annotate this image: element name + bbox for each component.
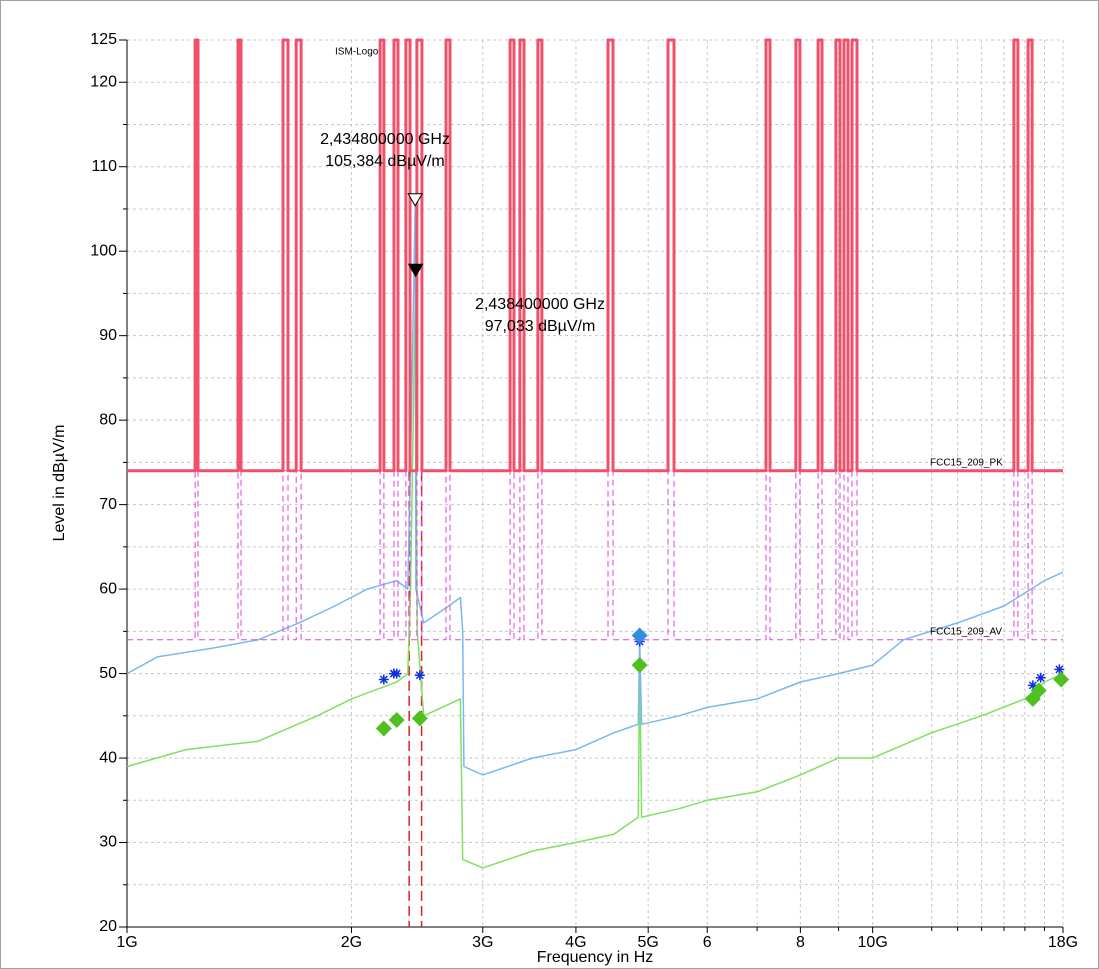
asterisk-point — [391, 668, 402, 679]
y-tick-label: 20 — [99, 918, 117, 935]
x-tick-label: 2G — [341, 934, 362, 951]
peak-marker — [407, 263, 424, 278]
x-tick-label: 18G — [1048, 934, 1078, 951]
limit-label: FCC15_209_PK — [930, 457, 1003, 468]
x-tick-label: 10G — [858, 934, 888, 951]
y-tick-label: 125 — [90, 31, 117, 48]
asterisk-point — [1054, 664, 1065, 675]
diamond-point — [388, 712, 405, 729]
y-tick-label: 90 — [99, 327, 117, 344]
x-tick-label: 8 — [796, 934, 805, 951]
y-tick-label: 40 — [99, 749, 117, 766]
y-tick-label: 60 — [99, 580, 117, 597]
asterisk-point — [1027, 680, 1038, 691]
y-axis-label: Level in dBµV/m — [51, 425, 68, 542]
marker-label: 2,434800000 GHz — [320, 131, 450, 148]
limit-label: FCC15_209_AV — [930, 626, 1002, 637]
diamond-point — [375, 720, 392, 737]
x-tick-label: 5G — [638, 934, 659, 951]
y-tick-label: 120 — [90, 73, 117, 90]
x-tick-label: 1G — [116, 934, 137, 951]
marker-label: 2,438400000 GHz — [475, 296, 605, 313]
y-tick-label: 110 — [91, 158, 117, 175]
y-tick-label: 50 — [99, 665, 117, 682]
annotation: ISM-Logo — [335, 47, 379, 58]
asterisk-point — [1035, 672, 1046, 683]
asterisk-point — [378, 674, 389, 685]
marker-label: 105,384 dBµV/m — [325, 153, 445, 170]
diamond-point — [1053, 671, 1070, 688]
x-tick-label: 4G — [565, 934, 586, 951]
y-tick-label: 100 — [90, 242, 117, 259]
series-line — [126, 204, 1064, 776]
diamond-point — [1030, 682, 1047, 699]
asterisk-point — [414, 670, 425, 681]
marker-label: 97,033 dBµV/m — [485, 318, 596, 335]
diamond-point — [631, 627, 648, 644]
x-axis-label: Frequency in Hz — [537, 949, 654, 966]
y-tick-label: 30 — [99, 834, 117, 851]
y-tick-label: 70 — [99, 496, 117, 513]
x-tick-label: 3G — [472, 934, 493, 951]
diamond-point — [411, 710, 428, 727]
peak-marker — [407, 193, 424, 207]
series-line — [127, 38, 1063, 473]
y-tick-label: 80 — [99, 411, 117, 428]
diamond-point — [631, 657, 648, 674]
x-tick-label: 6 — [703, 934, 712, 951]
series-line — [126, 275, 1064, 869]
